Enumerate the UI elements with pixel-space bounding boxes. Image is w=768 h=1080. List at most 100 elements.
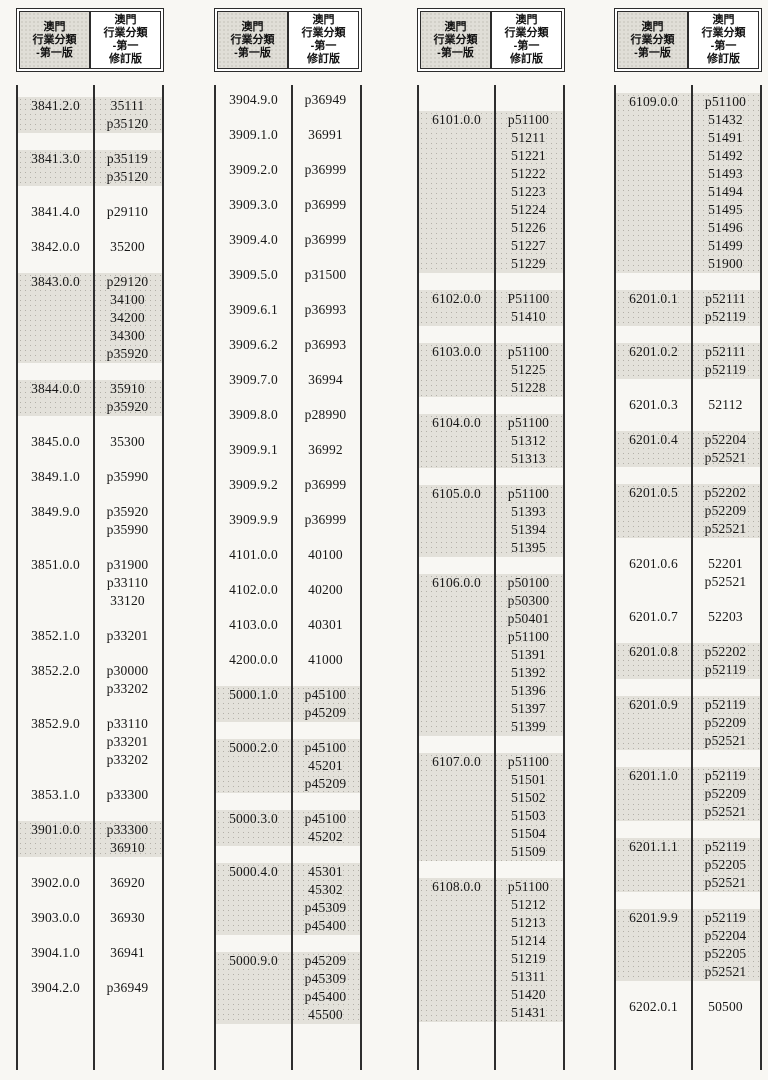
table-row: 3909.1.0 36991 <box>216 126 360 144</box>
table-row: 4101.0.0 40100 <box>216 546 360 564</box>
old-edition-code: 3901.0.0 <box>31 822 80 837</box>
revised-edition-code: p45100 <box>304 740 347 755</box>
old-edition-code: 3909.9.1 <box>229 442 278 457</box>
revised-edition-code: 51214 <box>511 933 546 948</box>
revised-edition-code: 51222 <box>511 166 546 181</box>
revised-edition-code: 51219 <box>511 951 546 966</box>
revised-edition-code: 51431 <box>511 1005 546 1020</box>
table-row: 3904.2.0 p36949 <box>18 979 162 997</box>
revised-code-list: 36941 <box>93 944 162 962</box>
header-old-edition-line: 行業分類 <box>433 33 478 46</box>
revised-edition-code: p52205 <box>704 946 747 961</box>
revised-edition-code: 51396 <box>511 683 546 698</box>
revised-edition-code: 36992 <box>308 442 343 457</box>
revised-code-list: p36949 <box>291 91 360 109</box>
revised-code-list: p45209 p45309 p45400 45500 <box>291 952 360 1024</box>
revised-edition-code: 51397 <box>511 701 546 716</box>
header-old-edition-line: 澳門 <box>241 20 264 33</box>
revised-code-list: 40100 <box>291 546 360 564</box>
revised-edition-code: p35920 <box>106 399 149 414</box>
revised-edition-code: 51399 <box>511 719 546 734</box>
table-row: 6201.1.1 p52119 p52205 p52521 <box>616 838 760 892</box>
revised-edition-code: 51395 <box>511 540 546 555</box>
revised-edition-code: 34100 <box>110 292 145 307</box>
old-edition-code: 3843.0.0 <box>31 274 80 289</box>
table-row: 4103.0.0 40301 <box>216 616 360 634</box>
table-row: 3841.4.0 p29110 <box>18 203 162 221</box>
old-edition-code: 6108.0.0 <box>432 879 481 894</box>
revised-edition-code: 51503 <box>511 808 546 823</box>
table-row: 6202.0.1 50500 <box>616 998 760 1016</box>
revised-edition-code: p31500 <box>304 267 347 282</box>
header-revised-edition-line: 修訂版 <box>307 53 340 65</box>
old-edition-code: 5000.3.0 <box>229 811 278 826</box>
revised-edition-code: p51100 <box>507 879 550 894</box>
revised-edition-code: p33201 <box>106 734 149 749</box>
header-old-edition-line: -第一版 <box>437 46 474 59</box>
revised-edition-code: 41000 <box>308 652 343 667</box>
revised-edition-code: p35990 <box>106 469 149 484</box>
table-row: 6201.0.8 p52202 p52119 <box>616 643 760 679</box>
header-old-edition: 澳門 行業分類 -第一版 <box>618 12 689 68</box>
table-row: 3841.3.0 p35119 p35120 <box>18 150 162 186</box>
revised-code-list: p35990 <box>93 468 162 486</box>
header-revised-edition-line: 澳門 <box>515 14 538 26</box>
header-old-edition-line: -第一版 <box>234 46 271 59</box>
header-old-edition-line: 行業分類 <box>230 33 275 46</box>
revised-edition-code: 51226 <box>511 220 546 235</box>
table-row: 3849.1.0 p35990 <box>18 468 162 486</box>
revised-edition-code: 51502 <box>511 790 546 805</box>
revised-edition-code: 51225 <box>511 362 546 377</box>
old-edition-code: 6201.0.7 <box>629 609 678 624</box>
revised-code-list: p33110 p33201 p33202 <box>93 715 162 769</box>
revised-edition-code: 51213 <box>511 915 546 930</box>
table-row: 3909.4.0 p36999 <box>216 231 360 249</box>
revised-edition-code: 51212 <box>511 897 546 912</box>
revised-edition-code: p50401 <box>507 611 550 626</box>
revised-edition-code: 51312 <box>511 433 546 448</box>
old-edition-code: 6103.0.0 <box>432 344 481 359</box>
revised-edition-code: p52521 <box>704 521 747 536</box>
header-old-edition: 澳門 行業分類 -第一版 <box>218 12 289 68</box>
old-edition-code: 6102.0.0 <box>432 291 481 306</box>
old-edition-code: 6201.0.4 <box>629 432 678 447</box>
revised-code-list: 35200 <box>93 238 162 256</box>
revised-edition-code: p50100 <box>507 575 550 590</box>
revised-code-list: p52202 p52119 <box>691 643 760 679</box>
old-edition-code: 6201.9.9 <box>629 910 678 925</box>
code-table: 3841.2.0 35111 p35120 3841.3.0 p35119 p35120 3… <box>16 85 164 1070</box>
revised-edition-code: p52521 <box>704 804 747 819</box>
table-row: 3909.5.0 p31500 <box>216 266 360 284</box>
table-row: 6201.0.7 52203 <box>616 608 760 626</box>
revised-edition-code: p28990 <box>304 407 347 422</box>
header-revised-edition: 澳門 行業分類 -第一 修訂版 <box>689 12 758 68</box>
revised-edition-code: 51492 <box>708 148 743 163</box>
revised-edition-code: p52119 <box>704 910 747 925</box>
revised-edition-code: p30000 <box>106 663 149 678</box>
table-row: 6108.0.0 p51100 51212 51213 51214 51219 51311 5… <box>419 878 563 1022</box>
revised-edition-code: p50300 <box>507 593 550 608</box>
classification-panel: 澳門 行業分類 -第一版 澳門 行業分類 -第一 修訂版 3841.2.0 35111 p3512… <box>16 8 164 1070</box>
revised-code-list: 36930 <box>93 909 162 927</box>
table-row: 3909.2.0 p36999 <box>216 161 360 179</box>
revised-edition-code: 51313 <box>511 451 546 466</box>
old-edition-code: 6107.0.0 <box>432 754 481 769</box>
table-row: 3909.8.0 p28990 <box>216 406 360 424</box>
revised-edition-code: p52202 <box>704 644 747 659</box>
revised-edition-code: p52521 <box>704 964 747 979</box>
header-revised-edition-line: 行業分類 <box>301 27 346 39</box>
revised-code-list: p31900 p33110 33120 <box>93 556 162 610</box>
revised-edition-code: p45400 <box>304 918 347 933</box>
header-old-edition-line: -第一版 <box>36 46 73 59</box>
old-edition-code: 4103.0.0 <box>229 617 278 632</box>
revised-code-list: p52204 p52521 <box>691 431 760 467</box>
revised-code-list: p29110 <box>93 203 162 221</box>
old-edition-code: 3904.2.0 <box>31 980 80 995</box>
revised-edition-code: p52205 <box>704 857 747 872</box>
old-edition-code: 3842.0.0 <box>31 239 80 254</box>
revised-edition-code: 45500 <box>308 1007 343 1022</box>
revised-edition-code: p52119 <box>704 768 747 783</box>
revised-edition-code: p36993 <box>304 337 347 352</box>
revised-code-list: 40301 <box>291 616 360 634</box>
table-row: 3902.0.0 36920 <box>18 874 162 892</box>
